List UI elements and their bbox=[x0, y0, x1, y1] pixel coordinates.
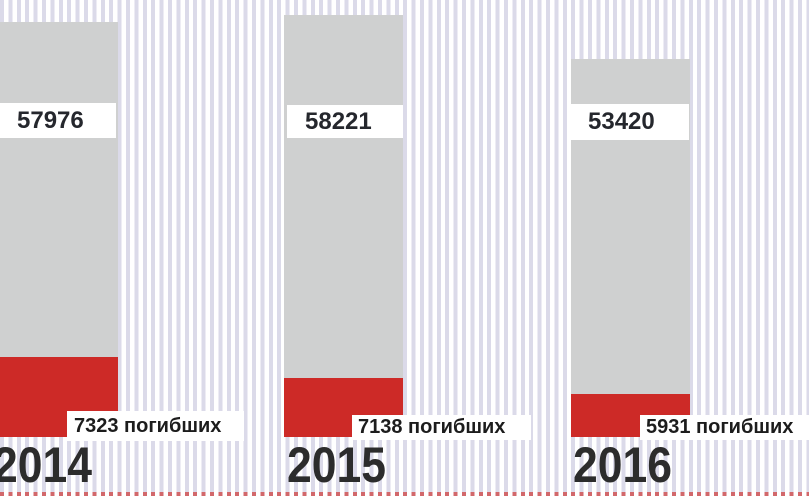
year-label-2016: 2016 bbox=[573, 437, 672, 493]
year-label-2014: 2014 bbox=[0, 437, 92, 493]
deaths-value-tag-2016: 5931 погибших bbox=[640, 415, 809, 440]
total-value-2014: 57976 bbox=[17, 106, 84, 134]
total-value-2016: 53420 bbox=[588, 108, 655, 135]
total-value-tag-2015: 58221 bbox=[287, 105, 403, 138]
deaths-value-2014: 7323 погибших bbox=[74, 414, 222, 437]
deaths-value-2016: 5931 погибших bbox=[646, 416, 794, 438]
bottom-edge-red-stripes bbox=[0, 492, 809, 496]
total-value-2015: 58221 bbox=[305, 107, 372, 135]
deaths-value-tag-2014: 7323 погибших bbox=[67, 411, 244, 441]
year-label-2015: 2015 bbox=[287, 437, 386, 493]
deaths-value-2015: 7138 погибших bbox=[358, 416, 506, 438]
total-value-tag-2014: 57976 bbox=[0, 103, 116, 138]
bar-2015-total bbox=[284, 15, 403, 437]
deaths-value-tag-2015: 7138 погибших bbox=[352, 415, 531, 440]
total-value-tag-2016: 53420 bbox=[570, 104, 689, 140]
bar-2014-total bbox=[0, 22, 118, 437]
